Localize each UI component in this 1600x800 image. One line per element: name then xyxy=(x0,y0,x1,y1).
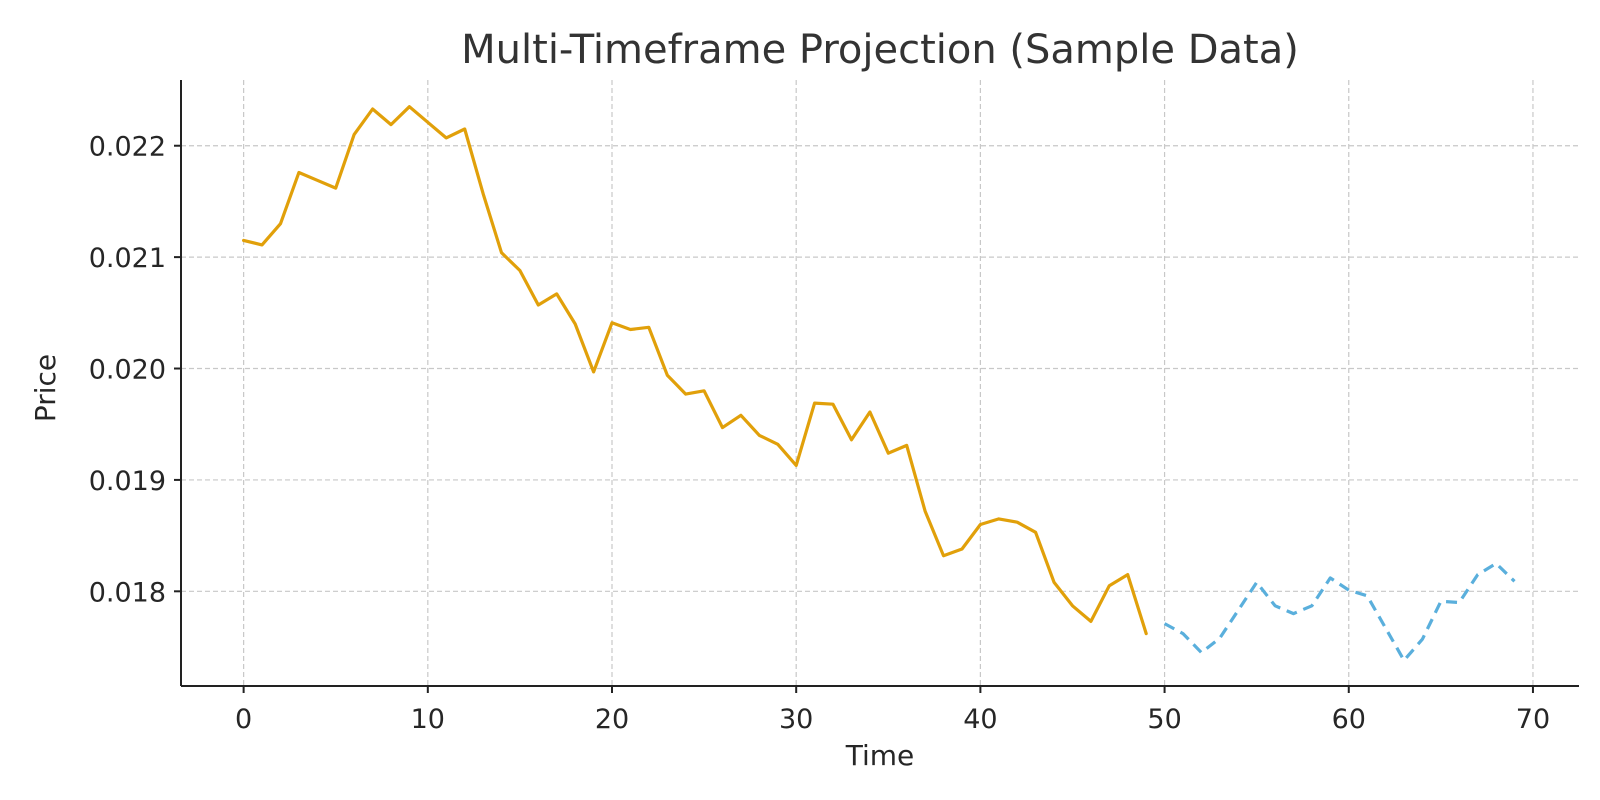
x-tick-label: 10 xyxy=(411,704,445,735)
y-axis-ticks: 0.018 0.019 0.020 0.021 0.022 xyxy=(89,132,181,608)
x-tick-label: 40 xyxy=(963,704,997,735)
y-axis-label: Price xyxy=(29,354,62,422)
series-layer xyxy=(242,105,1516,663)
grid xyxy=(181,80,1579,686)
y-tick-label: 0.020 xyxy=(89,355,166,386)
y-tick-label: 0.018 xyxy=(89,577,166,608)
y-tick-label: 0.019 xyxy=(89,466,166,497)
y-tick-label: 0.022 xyxy=(89,132,166,163)
x-tick-label: 60 xyxy=(1332,704,1366,735)
x-tick-label: 50 xyxy=(1147,704,1181,735)
x-tick-label: 30 xyxy=(779,704,813,735)
x-axis-label: Time xyxy=(845,739,915,772)
price-series-line xyxy=(242,105,1148,636)
x-tick-label: 70 xyxy=(1516,704,1550,735)
x-tick-label: 20 xyxy=(595,704,629,735)
chart-title: Multi-Timeframe Projection (Sample Data) xyxy=(461,27,1299,73)
projection-series-line xyxy=(1163,561,1516,663)
x-tick-label: 0 xyxy=(235,704,252,735)
x-axis-ticks: 0 10 20 30 40 50 60 70 xyxy=(235,686,1550,735)
y-tick-label: 0.021 xyxy=(89,243,166,274)
